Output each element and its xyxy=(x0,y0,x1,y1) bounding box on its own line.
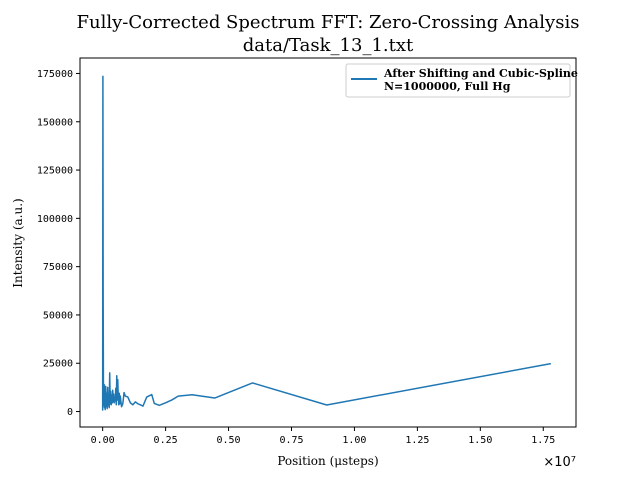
series-line-0 xyxy=(101,75,551,411)
y-tick-label: 125000 xyxy=(37,166,73,177)
x-tick-label: 1.50 xyxy=(468,435,492,446)
y-tick-label: 50000 xyxy=(43,310,73,321)
chart-subtitle: data/Task_13_1.txt xyxy=(243,35,414,56)
y-tick-label: 75000 xyxy=(43,262,73,273)
x-axis-offset-label: ×10⁷ xyxy=(543,455,576,470)
x-tick-label: 0.00 xyxy=(91,435,115,446)
legend-box xyxy=(345,63,571,98)
x-tick-label: 1.75 xyxy=(531,435,555,446)
x-tick-label: 1.25 xyxy=(405,435,429,446)
y-axis-label: Intensity (a.u.) xyxy=(11,198,25,287)
x-axis: 0.00 0.25 0.50 0.75 1.00 1.25 1.50 1.75 xyxy=(91,427,555,446)
y-axis: 0 25000 50000 75000 100000 125000 150000 175000 xyxy=(37,69,80,418)
plot-frame xyxy=(79,57,577,428)
x-tick-label: 0.75 xyxy=(279,435,303,446)
y-tick-label: 25000 xyxy=(43,359,73,370)
y-tick-label: 0 xyxy=(67,407,73,418)
y-tick-label: 150000 xyxy=(37,117,73,128)
x-axis-label: Position (μsteps) xyxy=(277,454,378,468)
chart-title: Fully-Corrected Spectrum FFT: Zero-Cross… xyxy=(77,12,580,33)
x-tick-label: 0.25 xyxy=(154,435,178,446)
legend-label-line2: N=1000000, Full Hg xyxy=(384,80,511,93)
x-tick-label: 0.50 xyxy=(217,435,241,446)
plot-layer xyxy=(101,75,551,411)
legend-label: After Shifting and Cubic-Spline xyxy=(383,67,578,80)
y-tick-label: 100000 xyxy=(37,214,73,225)
y-tick-label: 175000 xyxy=(37,69,73,80)
x-tick-label: 1.00 xyxy=(342,435,366,446)
legend: After Shifting and Cubic-Spline N=100000… xyxy=(345,63,578,98)
